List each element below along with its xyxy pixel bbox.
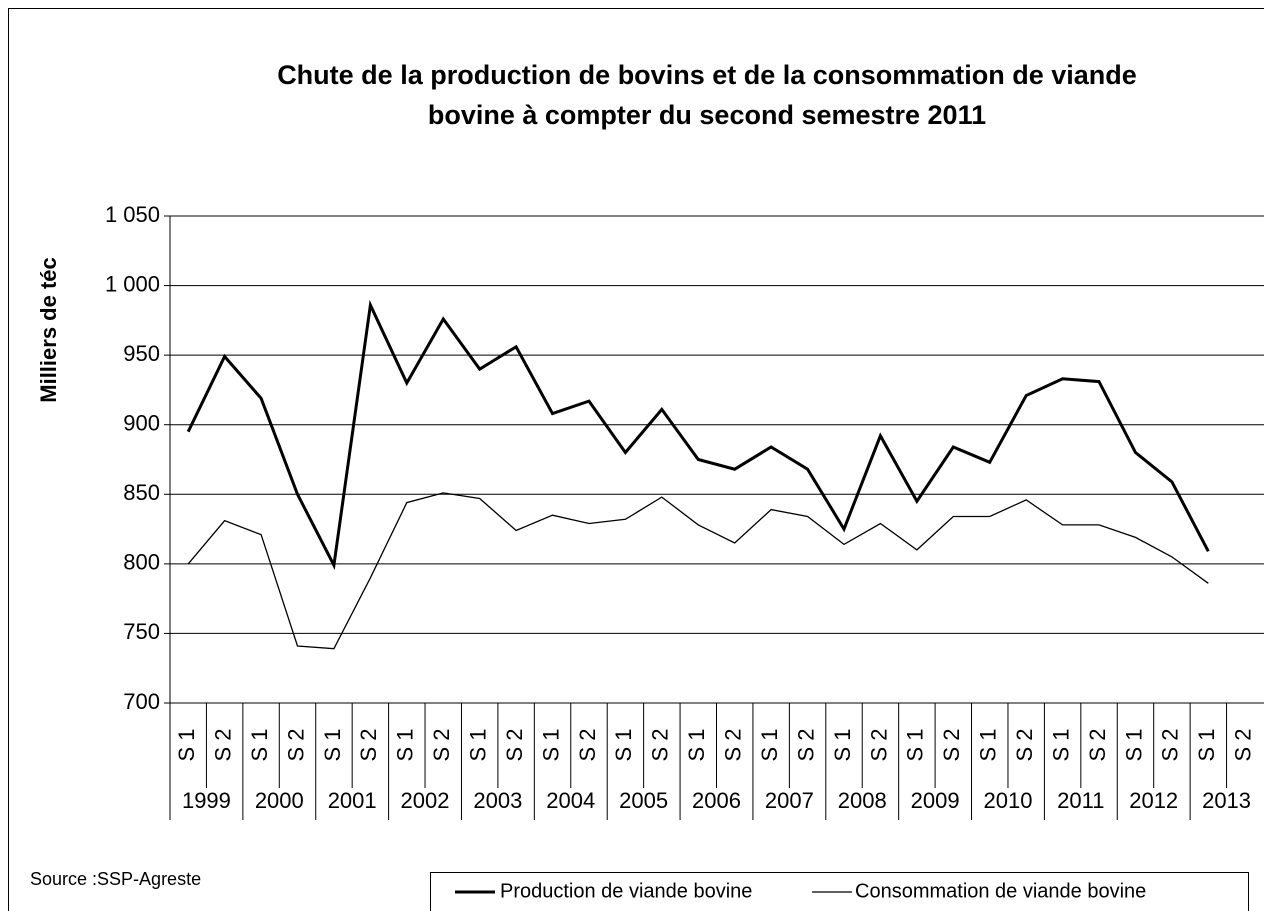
x-tick-label: S 2: [939, 728, 964, 761]
x-tick-label: S 2: [1231, 728, 1256, 761]
x-tick-label: S 1: [903, 728, 928, 761]
x-tick-label: S 1: [320, 728, 345, 761]
year-label: 2000: [255, 788, 304, 813]
y-axis-label: Milliers de téc: [36, 257, 61, 403]
year-label: 2004: [546, 788, 595, 813]
y-tick-label: 900: [123, 411, 160, 436]
y-tick-label: 950: [123, 341, 160, 366]
x-tick-label: S 1: [247, 728, 272, 761]
y-tick-label: 700: [123, 689, 160, 714]
y-tick-label: 750: [123, 619, 160, 644]
x-tick-label: S 2: [1012, 728, 1037, 761]
x-tick-label: S 1: [1048, 728, 1073, 761]
legend-label: Production de viande bovine: [500, 880, 752, 902]
x-tick-label: S 2: [429, 728, 454, 761]
x-tick-label: S 2: [210, 728, 235, 761]
x-tick-label: S 1: [1194, 728, 1219, 761]
x-tick-label: S 1: [538, 728, 563, 761]
x-tick-label: S 2: [1085, 728, 1110, 761]
x-tick-label: S 1: [465, 728, 490, 761]
x-tick-label: S 1: [611, 728, 636, 761]
year-label: 1999: [182, 788, 231, 813]
year-label: 2007: [765, 788, 814, 813]
source: Source :SSP-Agreste: [30, 869, 201, 889]
x-tick-label: S 1: [684, 728, 709, 761]
x-tick-label: S 1: [174, 728, 199, 761]
x-tick-label: S 2: [575, 728, 600, 761]
year-label: 2010: [983, 788, 1032, 813]
year-label: 2001: [328, 788, 377, 813]
y-tick-label: 850: [123, 480, 160, 505]
year-label: 2005: [619, 788, 668, 813]
x-tick-label: S 1: [757, 728, 782, 761]
data-line: [186, 299, 1210, 571]
x-tick-label: S 2: [1158, 728, 1183, 761]
chart-frame: [8, 8, 1264, 911]
x-tick-label: S 2: [502, 728, 527, 761]
year-label: 2009: [911, 788, 960, 813]
x-tick-label: S 2: [356, 728, 381, 761]
x-tick-label: S 1: [976, 728, 1001, 761]
y-tick-label: 800: [123, 550, 160, 575]
chart-title: Chute de la production de bovins et de l…: [277, 60, 1137, 130]
x-tick-label: S 1: [393, 728, 418, 761]
x-tick-label: S 2: [793, 728, 818, 761]
y-tick-label: 1 050: [105, 202, 160, 227]
year-label: 2002: [401, 788, 450, 813]
year-label: 2006: [692, 788, 741, 813]
data-line: [187, 492, 1209, 650]
x-tick-label: S 2: [648, 728, 673, 761]
x-tick-label: S 2: [866, 728, 891, 761]
x-tick-label: S 2: [283, 728, 308, 761]
year-label: 2012: [1129, 788, 1178, 813]
x-tick-label: S 1: [830, 728, 855, 761]
x-tick-label: S 2: [721, 728, 746, 761]
year-label: 2008: [838, 788, 887, 813]
legend-label: Consommation de viande bovine: [855, 880, 1146, 902]
year-label: 2003: [473, 788, 522, 813]
y-tick-label: 1 000: [105, 271, 160, 296]
year-label: 2011: [1057, 788, 1104, 813]
year-label: 2013: [1202, 788, 1251, 813]
x-tick-label: S 1: [1121, 728, 1146, 761]
